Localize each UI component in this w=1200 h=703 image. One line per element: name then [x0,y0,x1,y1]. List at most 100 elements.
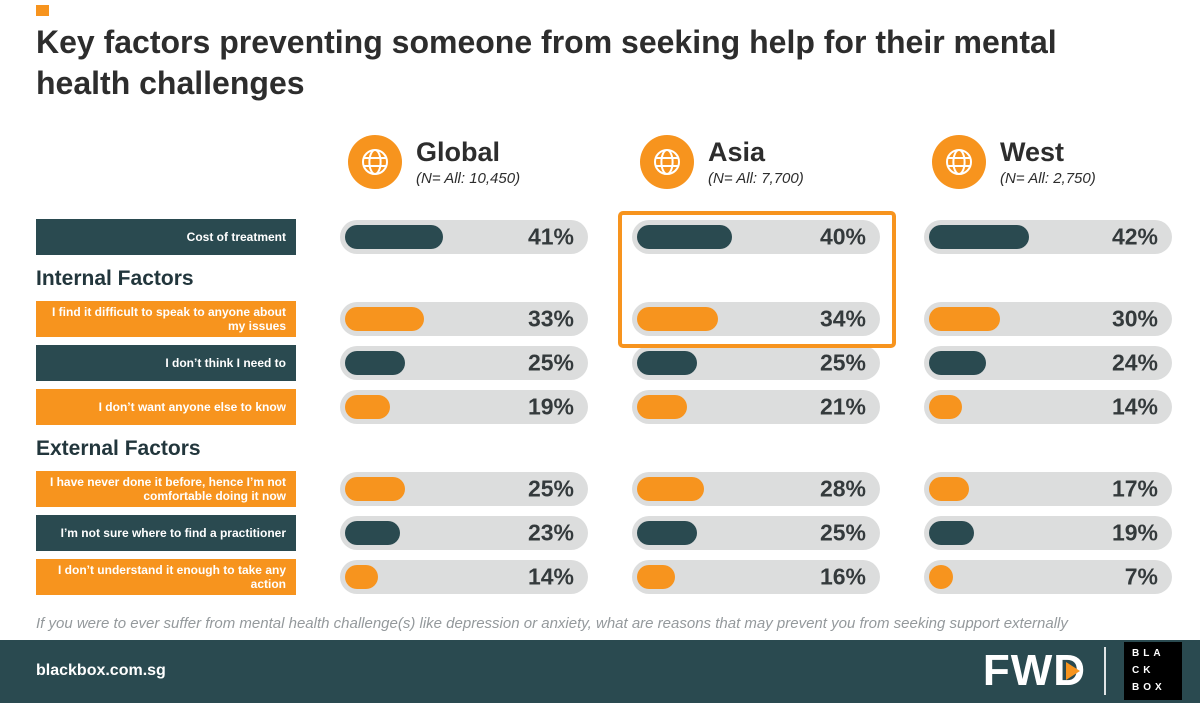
page-title: Key factors preventing someone from seek… [36,23,1057,102]
chart-row-difficult-to-speak: I find it difficult to speak to anyone a… [36,300,1172,337]
bar-global-2: 25% [340,345,588,381]
bar-value: 24% [1111,349,1158,376]
bar-fill [637,394,687,419]
bar-track: 14% [340,559,588,594]
bar-value: 16% [819,563,866,590]
bar-west-3: 14% [924,389,1172,425]
bar-fill [929,306,1001,331]
bar-value: 23% [527,519,574,546]
bar-global-5: 23% [340,515,588,551]
group-heading-internal: Internal Factors [36,266,194,290]
bar-fill [637,564,676,589]
bar-track: 25% [340,471,588,506]
bar-fill [345,350,405,375]
logo-divider [1104,647,1106,696]
label-column-spacer [36,135,296,189]
bar-fill [929,520,975,545]
bar-track: 24% [924,345,1172,380]
bar-value: 19% [1111,519,1158,546]
fwd-logo: FWD [983,649,1086,693]
bar-value: 14% [527,563,574,590]
bar-west-1: 30% [924,301,1172,337]
bar-asia-0: 40% [632,219,880,255]
bar-track: 23% [340,515,588,550]
bar-fill [345,224,443,249]
group-heading-external: External Factors [36,436,201,460]
bar-track: 41% [340,219,588,254]
bar-value: 41% [527,223,574,250]
bar-fill [637,350,697,375]
bar-asia-3: 21% [632,389,880,425]
bar-track: 42% [924,219,1172,254]
bar-track: 34% [632,301,880,336]
bar-value: 25% [527,475,574,502]
bar-track: 30% [924,301,1172,336]
row-label: I find it difficult to speak to anyone a… [36,300,296,337]
bar-value: 25% [527,349,574,376]
row-label: I don’t think I need to [36,344,296,381]
survey-question-note: If you were to ever suffer from mental h… [36,614,1068,632]
column-title: Asia [708,136,766,167]
chart-row-never-done-it-before: I have never done it before, hence I’m n… [36,470,1172,507]
bar-global-4: 25% [340,471,588,507]
column-subtitle: (N= All: 7,700) [708,169,804,187]
fwd-triangle-icon [1066,662,1080,681]
bar-value: 7% [1124,563,1158,590]
row-label: I don’t want anyone else to know [36,388,296,425]
bar-value: 33% [527,305,574,332]
chart-row-dont-think-i-need-to: I don’t think I need to 25% 25% 24% [36,344,1172,381]
bar-fill [637,476,704,501]
bar-global-0: 41% [340,219,588,255]
bar-west-2: 24% [924,345,1172,381]
footer-bar: blackbox.com.sg FWD BLA CK BOX [0,639,1200,703]
bar-fill [637,306,718,331]
bar-fill [929,476,970,501]
globe-icon [348,134,402,189]
column-header-asia: Asia (N= All: 7,700) [632,134,880,189]
bar-fill [345,564,379,589]
chart-row-dont-understand-enough: I don’t understand it enough to take any… [36,558,1172,595]
bar-fill [929,564,953,589]
blackbox-logo-line: BOX [1132,682,1166,694]
bar-global-1: 33% [340,301,588,337]
chart-row-cost-of-treatment: Cost of treatment 41% 40% 42% [36,218,1172,255]
bar-track: 25% [632,345,880,380]
bar-track: 19% [340,389,588,424]
bar-fill [637,224,733,249]
row-label: I have never done it before, hence I’m n… [36,470,296,507]
bar-asia-2: 25% [632,345,880,381]
column-subtitle: (N= All: 10,450) [416,169,521,187]
globe-icon [640,134,694,189]
bar-asia-6: 16% [632,559,880,595]
bar-global-3: 19% [340,389,588,425]
bar-value: 42% [1111,223,1158,250]
bar-value: 14% [1111,393,1158,420]
bar-value: 19% [527,393,574,420]
bar-fill [637,520,697,545]
bar-global-6: 14% [340,559,588,595]
blackbox-logo-line: BLA [1132,648,1165,660]
column-title: West [1000,136,1065,167]
chart-area: Global (N= All: 10,450) Asia (N= All: 7,… [36,134,1172,603]
bar-value: 30% [1111,305,1158,332]
blackbox-logo-line: CK [1132,665,1155,677]
row-label: Cost of treatment [36,218,296,255]
row-label: I’m not sure where to find a practitione… [36,514,296,551]
bar-track: 14% [924,389,1172,424]
accent-square [36,5,49,16]
bar-asia-5: 25% [632,515,880,551]
globe-icon [932,134,986,189]
bar-value: 28% [819,475,866,502]
bar-fill [929,350,987,375]
blackbox-logo: BLA CK BOX [1124,642,1182,701]
bar-west-0: 42% [924,219,1172,255]
bar-track: 17% [924,471,1172,506]
bar-track: 21% [632,389,880,424]
bar-track: 25% [340,345,588,380]
bar-track: 7% [924,559,1172,594]
bar-west-6: 7% [924,559,1172,595]
bar-value: 25% [819,519,866,546]
row-label: I don’t understand it enough to take any… [36,558,296,595]
column-title: Global [416,136,501,167]
bar-fill [929,224,1029,249]
